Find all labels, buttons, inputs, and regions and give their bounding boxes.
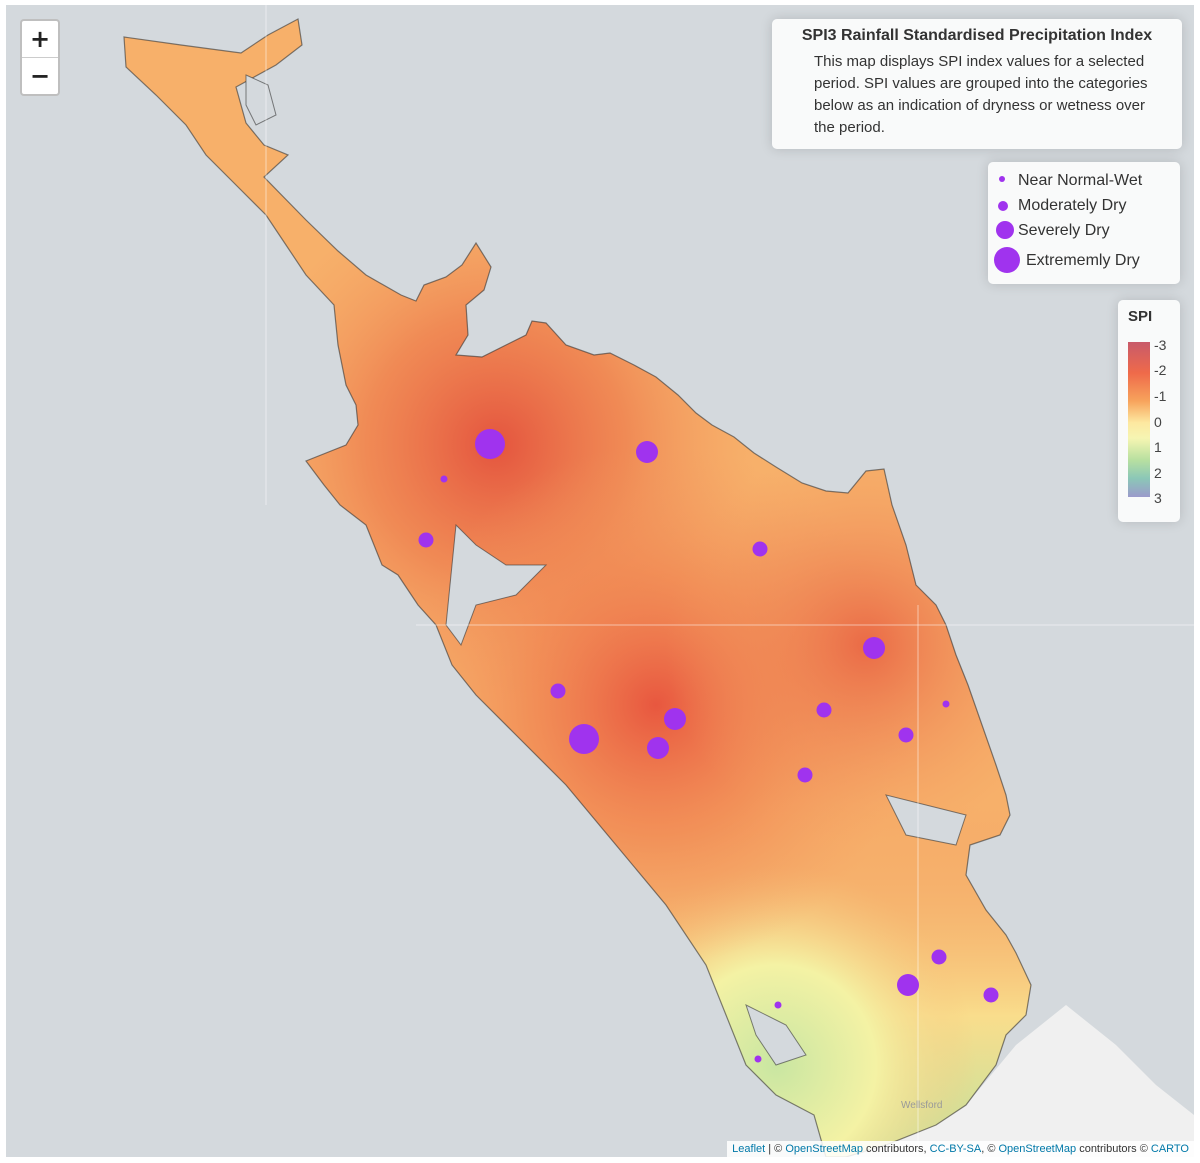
spi-tick: 0	[1154, 414, 1162, 430]
spi-tick: -1	[1154, 388, 1166, 404]
site-marker-moderately-dry[interactable]	[798, 768, 813, 783]
site-marker-extremely-dry[interactable]	[475, 429, 505, 459]
map-canvas[interactable]: + − SPI3 Rainfall Standardised Precipita…	[6, 5, 1194, 1157]
site-marker-moderately-dry[interactable]	[551, 684, 566, 699]
site-marker-extremely-dry[interactable]	[569, 724, 599, 754]
site-marker-severely-dry[interactable]	[636, 441, 658, 463]
site-marker-near-normal-wet[interactable]	[755, 1056, 762, 1063]
site-marker-near-normal-wet[interactable]	[943, 701, 950, 708]
site-marker-moderately-dry[interactable]	[419, 533, 434, 548]
legend-label: Severely Dry	[1018, 222, 1110, 240]
site-marker-severely-dry[interactable]	[863, 637, 885, 659]
spi-title: SPI	[1128, 308, 1152, 325]
attribution-text-2: contributors ©	[1076, 1143, 1151, 1155]
legend-item-moderately-dry: Moderately Dry	[988, 193, 1180, 219]
legend-dot-small	[999, 176, 1005, 182]
legend-item-near-normal-wet: Near Normal-Wet	[988, 168, 1180, 194]
legend-dot-large	[996, 221, 1014, 239]
osm-link-2[interactable]: OpenStreetMap	[998, 1143, 1076, 1155]
site-marker-severely-dry[interactable]	[647, 737, 669, 759]
site-marker-moderately-dry[interactable]	[817, 703, 832, 718]
info-title: SPI3 Rainfall Standardised Precipitation…	[782, 27, 1172, 45]
carto-link[interactable]: CARTO	[1151, 1143, 1189, 1155]
spi-tick: 1	[1154, 439, 1162, 455]
town-label: Wellsford	[901, 1100, 943, 1111]
site-marker-near-normal-wet[interactable]	[441, 476, 448, 483]
osm-link[interactable]: OpenStreetMap	[785, 1143, 863, 1155]
legend-item-extremely-dry: Extrememly Dry	[988, 246, 1180, 272]
attribution-text: contributors,	[863, 1143, 930, 1155]
attribution: Leaflet | © OpenStreetMap contributors, …	[727, 1141, 1194, 1157]
spi-tick: 2	[1154, 465, 1162, 481]
spi-color-bar	[1128, 342, 1150, 497]
zoom-out-button[interactable]: −	[22, 57, 58, 94]
legend-label: Near Normal-Wet	[1018, 172, 1142, 190]
legend-label: Extrememly Dry	[1026, 252, 1140, 270]
spi-scale-legend: SPI -3 -2 -1 0 1 2 3	[1118, 300, 1180, 522]
info-panel: SPI3 Rainfall Standardised Precipitation…	[772, 19, 1182, 149]
site-marker-severely-dry[interactable]	[897, 974, 919, 996]
info-description: This map displays SPI index values for a…	[814, 51, 1154, 139]
spi-tick: -3	[1154, 337, 1166, 353]
dryness-legend: Near Normal-Wet Moderately Dry Severely …	[988, 162, 1180, 284]
site-marker-near-normal-wet[interactable]	[775, 1002, 782, 1009]
legend-dot-xlarge	[994, 247, 1020, 273]
site-marker-moderately-dry[interactable]	[932, 950, 947, 965]
legend-item-severely-dry: Severely Dry	[988, 218, 1180, 244]
legend-dot-medium	[998, 201, 1008, 211]
site-marker-moderately-dry[interactable]	[984, 988, 999, 1003]
zoom-control: + −	[20, 19, 60, 96]
legend-label: Moderately Dry	[1018, 197, 1126, 215]
spi-tick: 3	[1154, 490, 1162, 506]
spi-tick: -2	[1154, 362, 1166, 378]
site-marker-moderately-dry[interactable]	[899, 728, 914, 743]
zoom-in-button[interactable]: +	[22, 21, 58, 57]
site-marker-moderately-dry[interactable]	[753, 542, 768, 557]
site-marker-severely-dry[interactable]	[664, 708, 686, 730]
leaflet-link[interactable]: Leaflet	[732, 1143, 765, 1155]
cc-by-sa-link[interactable]: CC-BY-SA	[930, 1143, 982, 1155]
